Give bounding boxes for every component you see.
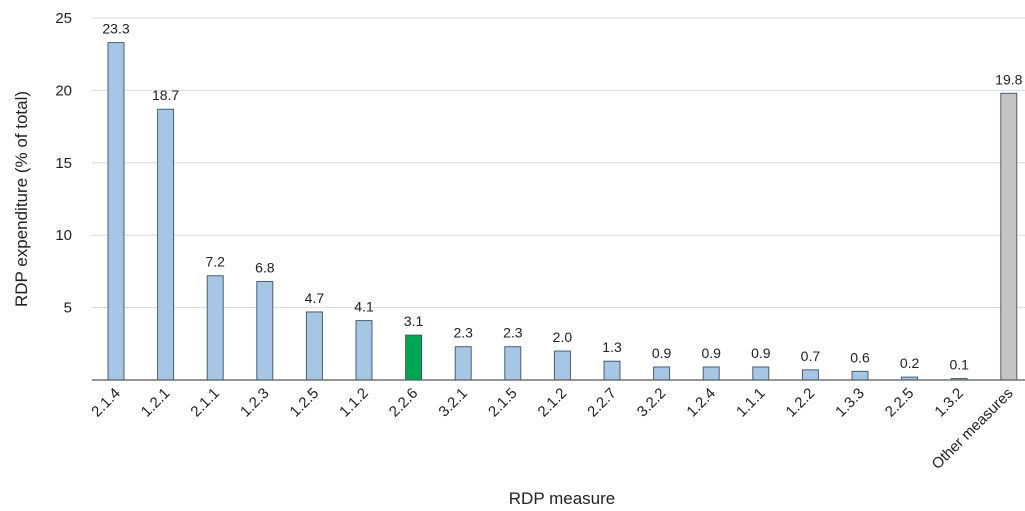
bar-3-2-2: [653, 366, 671, 381]
bar-1-1-2: [355, 320, 373, 381]
y-tick-label: 25: [55, 10, 72, 27]
y-tick-label: 15: [55, 155, 72, 172]
data-label: 0.9: [652, 345, 672, 361]
data-label: 2.3: [503, 325, 523, 341]
data-label: 2.0: [553, 329, 573, 345]
y-axis-tick-labels: 5 10 15 20 25: [55, 10, 72, 317]
data-label: 18.7: [152, 87, 179, 103]
x-tick-label: 1.2.4: [683, 385, 719, 421]
x-axis-tick-labels: 2.1.4 1.2.1 2.1.1 1.2.3 1.2.5 1.1.2 2.2.6 3.2.1…: [88, 385, 1016, 473]
x-tick-label: 1.1.1: [733, 385, 769, 421]
data-label: 0.2: [900, 355, 920, 371]
x-tick-label: 2.2.6: [386, 385, 422, 421]
bar-2-2-7: [603, 360, 621, 381]
data-label: 6.8: [255, 260, 275, 276]
x-tick-label: 2.1.1: [187, 385, 223, 421]
bar-1-2-5: [305, 311, 323, 381]
bar-2-1-1: [206, 275, 224, 381]
x-tick-label: 1.3.3: [832, 385, 868, 421]
bar-1-1-1: [752, 366, 770, 381]
bar-3-2-1: [454, 346, 472, 381]
y-tick-label: 20: [55, 82, 72, 99]
x-tick-label: 2.1.4: [88, 385, 124, 421]
bar-2-2-6: [405, 334, 423, 381]
bar-2-1-5: [504, 346, 522, 381]
bar-2-1-4: [107, 42, 125, 381]
x-tick-label: 3.2.2: [634, 385, 670, 421]
x-tick-label: 1.3.2: [931, 385, 967, 421]
data-label: 0.6: [850, 349, 870, 365]
data-labels: 23.3 18.7 7.2 6.8 4.7 4.1 3.1 2.3 2.3 2.0 1.3 0.9 0.…: [102, 21, 1022, 373]
x-tick-label: 1.1.2: [336, 385, 372, 421]
x-axis-title: RDP measure: [509, 489, 615, 508]
data-label: 23.3: [102, 21, 129, 37]
bar-1-3-3: [851, 370, 869, 381]
data-label: 0.9: [701, 345, 721, 361]
gridlines: [92, 17, 1025, 309]
y-axis-title: RDP expenditure (% of total): [12, 91, 31, 307]
x-tick-label: 3.2.1: [435, 385, 471, 421]
data-label: 7.2: [205, 254, 225, 270]
bar-1-2-1: [157, 108, 175, 381]
y-tick-label: 10: [55, 227, 72, 244]
x-tick-label: 2.1.2: [535, 385, 571, 421]
data-label: 0.7: [801, 348, 821, 364]
bar-1-2-2: [801, 369, 819, 381]
data-label: 4.7: [305, 290, 325, 306]
bar-1-2-3: [256, 281, 274, 381]
x-tick-label: 1.2.1: [138, 385, 174, 421]
data-label: 4.1: [354, 299, 374, 315]
x-tick-label: 1.2.2: [783, 385, 819, 421]
bar-1-2-4: [702, 366, 720, 381]
x-tick-label: 1.2.3: [237, 385, 273, 421]
bar-2-1-2: [553, 350, 571, 381]
y-tick-label: 5: [64, 300, 72, 317]
x-tick-label: 2.1.5: [485, 385, 521, 421]
bar-other-measures: [1000, 92, 1018, 381]
data-label: 3.1: [404, 313, 424, 329]
x-tick-label: 2.2.7: [584, 385, 620, 421]
data-label: 1.3: [602, 339, 622, 355]
data-label: 2.3: [453, 325, 473, 341]
data-label: 0.9: [751, 345, 771, 361]
data-label: 0.1: [949, 357, 969, 373]
x-tick-label: 1.2.5: [287, 385, 323, 421]
x-tick-label: 2.2.5: [882, 385, 918, 421]
data-label: 19.8: [995, 71, 1022, 87]
